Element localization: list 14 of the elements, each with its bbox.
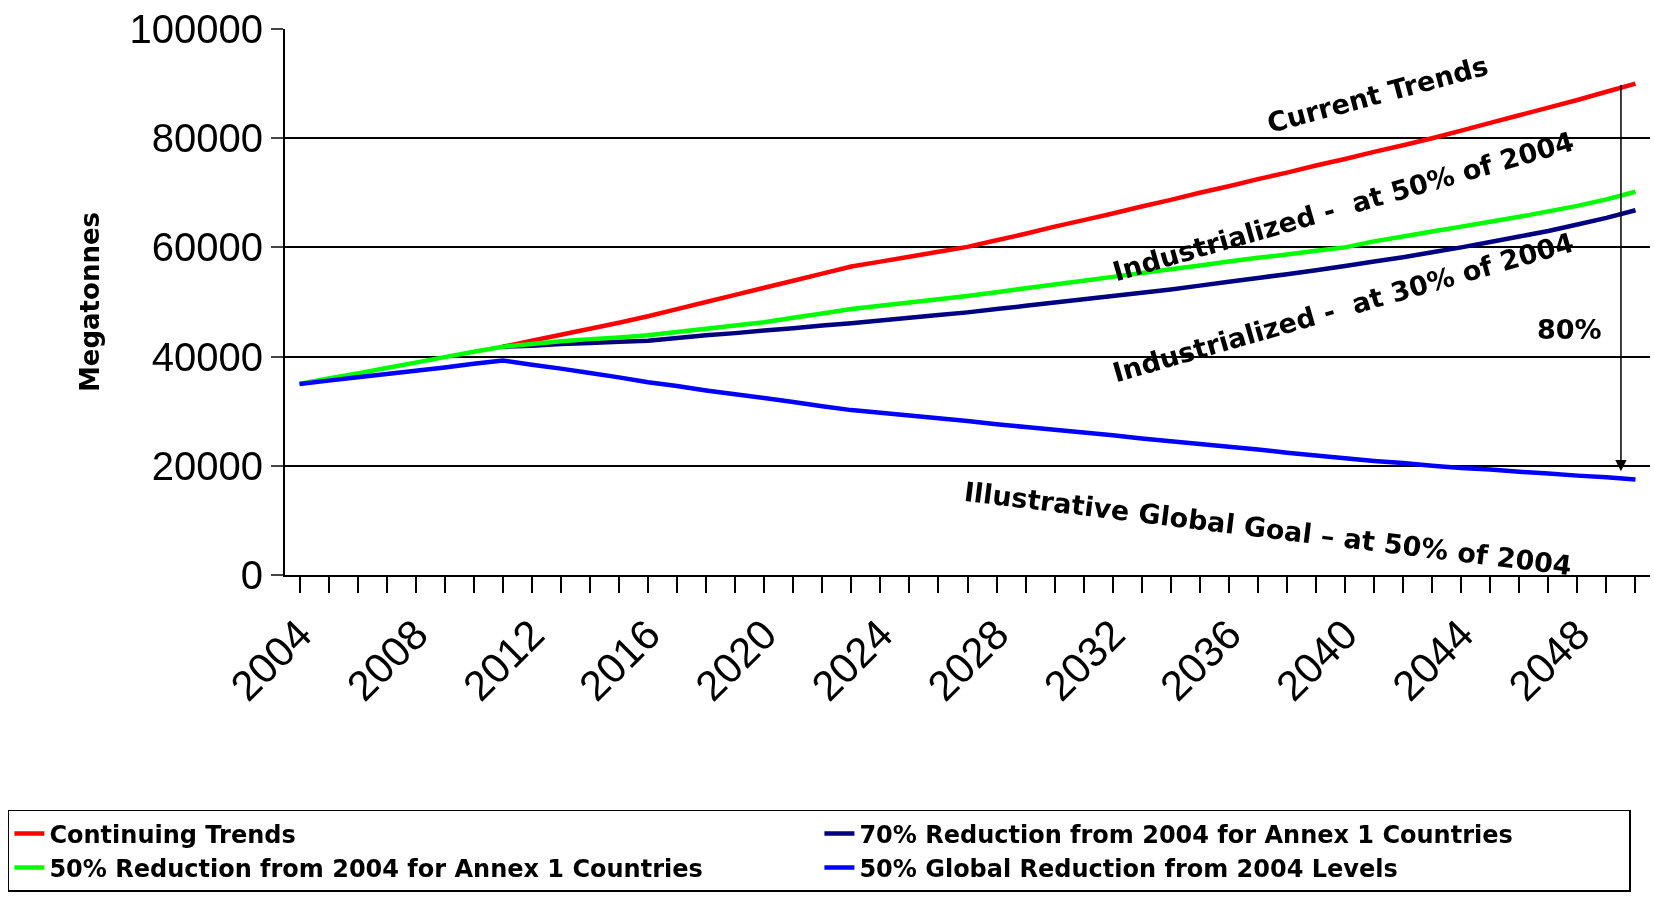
annotation: Current Trends [1263,49,1492,139]
y-tick-label: 100000 [129,7,263,51]
legend-label: Continuing Trends [49,820,296,849]
legend-label: 50% Global Reduction from 2004 Levels [859,854,1398,883]
y-tick-label: 60000 [151,225,263,270]
y-tick-label: 40000 [151,334,263,379]
legend-label: 70% Reduction from 2004 for Annex 1 Countries [859,820,1513,849]
annotation: 80% [1537,314,1602,345]
y-tick-label: 0 [240,553,263,597]
y-tick-label: 80000 [151,116,263,161]
annotation: Illustrative Global Goal – at 50% of 2004 [962,475,1574,582]
legend-label: 50% Reduction from 2004 for Annex 1 Countries [49,854,703,883]
y-tick-label: 20000 [151,443,263,488]
y-axis-title: Megatonnes [75,211,106,393]
